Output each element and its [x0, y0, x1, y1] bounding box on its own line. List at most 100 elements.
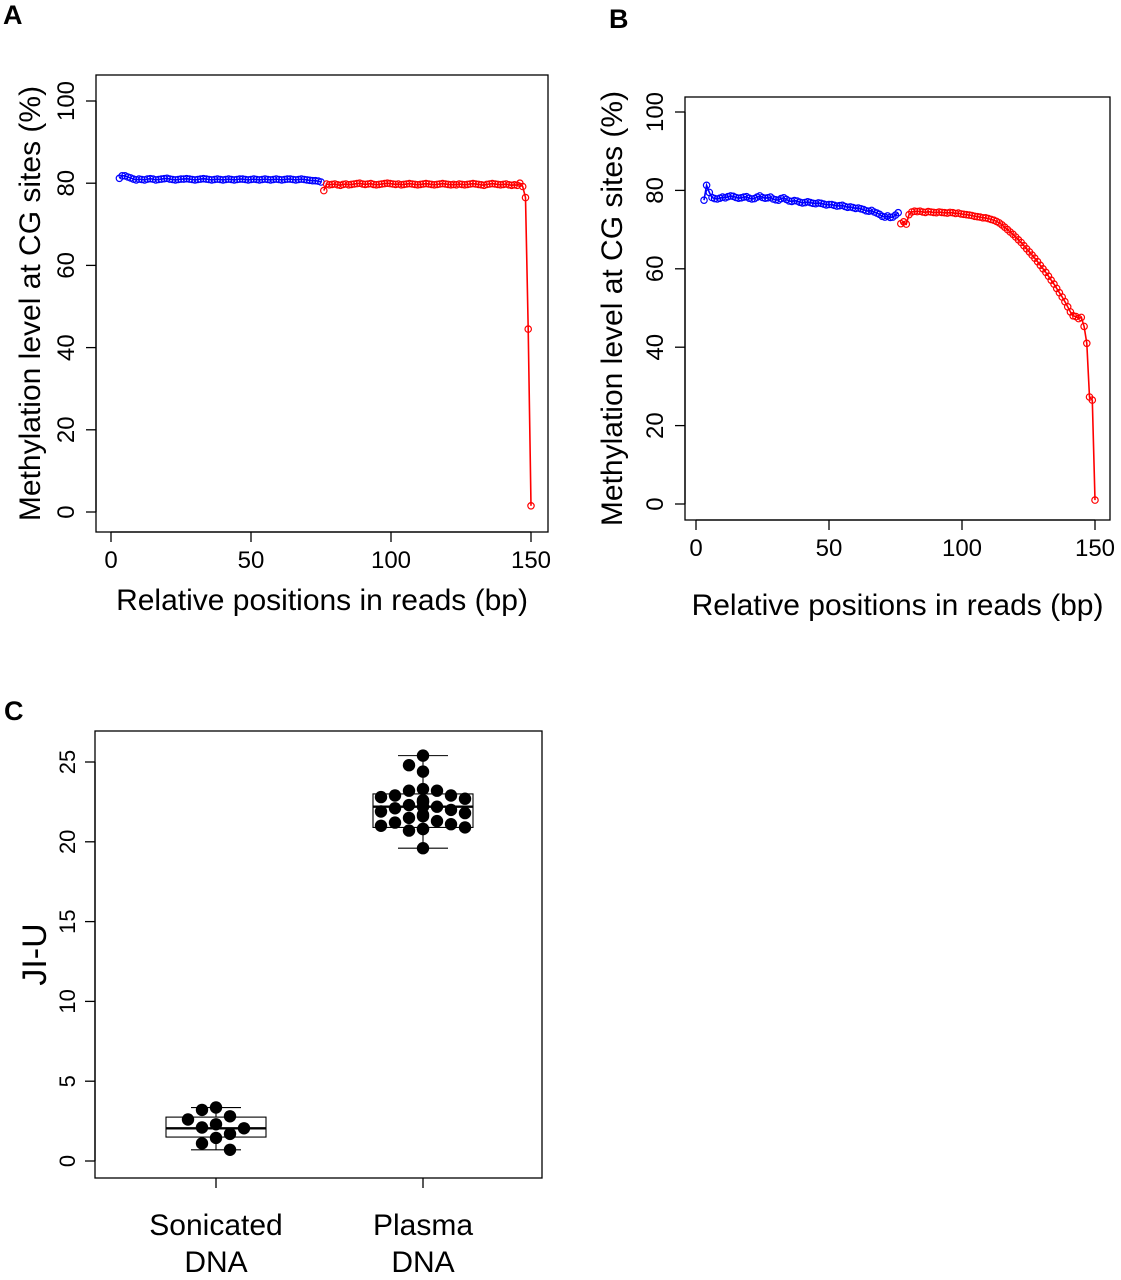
data-point [910, 207, 919, 216]
data-point [809, 199, 817, 208]
data-point [377, 180, 386, 188]
data-point [402, 784, 416, 797]
data-point [419, 180, 428, 188]
data-point [191, 176, 199, 184]
y-axis-label-a: Methylation level at CG sites (%) [14, 86, 47, 521]
data-point [485, 180, 494, 188]
data-point [238, 175, 247, 183]
data-point [488, 179, 497, 188]
data-point [388, 816, 402, 829]
data-point [940, 208, 949, 217]
data-point [263, 175, 272, 184]
panel-letter-c: C [4, 696, 24, 726]
data-point [416, 749, 430, 762]
data-point [244, 176, 253, 184]
data-point [389, 180, 397, 188]
data-point [374, 819, 388, 832]
y-tick-label: 60 [53, 252, 80, 279]
data-point [272, 175, 281, 183]
data-point [347, 180, 356, 189]
data-point [247, 175, 255, 184]
data-point [700, 196, 708, 205]
y-tick-label: 100 [53, 81, 80, 121]
data-point [825, 200, 833, 209]
data-point [269, 175, 278, 184]
data-point [222, 175, 230, 184]
data-point [1077, 313, 1086, 322]
data-point [979, 214, 987, 222]
data-point [430, 814, 444, 828]
x-tick-label: 0 [104, 547, 117, 574]
data-point [224, 175, 233, 183]
data-point [227, 175, 236, 184]
data-point [469, 179, 477, 188]
data-point [416, 782, 430, 796]
data-point [388, 789, 402, 802]
data-point [182, 174, 191, 183]
data-point [449, 180, 458, 189]
data-point [946, 208, 954, 217]
data-point [339, 180, 347, 189]
data-point [386, 179, 394, 188]
data-point [308, 176, 317, 185]
data-point [303, 176, 311, 184]
data-point [380, 179, 389, 188]
data-point [195, 1137, 209, 1150]
data-point [1083, 339, 1091, 348]
data-point [294, 175, 303, 184]
y-tick-label: 100 [642, 92, 669, 132]
data-point [372, 181, 381, 189]
data-point [1091, 496, 1099, 504]
data-point [822, 201, 831, 209]
data-point [471, 180, 480, 188]
x-tick-label: 150 [1075, 535, 1115, 562]
data-point [482, 180, 491, 189]
data-point [430, 784, 444, 797]
data-point [350, 180, 359, 188]
data-point [496, 181, 505, 189]
data-point [402, 759, 416, 772]
data-point [402, 180, 411, 188]
data-point [391, 180, 400, 189]
data-point [913, 207, 922, 216]
data-point [444, 180, 452, 189]
y-tick-label: 10 [55, 989, 80, 1013]
data-point [411, 180, 419, 189]
data-point [252, 175, 261, 184]
data-point [199, 174, 208, 183]
data-point [397, 181, 406, 189]
data-point [935, 208, 943, 216]
data-point [416, 765, 430, 778]
series-group-a [115, 172, 535, 510]
data-point [493, 180, 502, 189]
data-point [927, 208, 935, 216]
x-tick-label: 100 [942, 535, 982, 562]
data-point [283, 175, 292, 183]
y-tick-label: 0 [55, 1155, 80, 1167]
data-point [388, 802, 402, 815]
data-point [416, 180, 425, 189]
data-point [402, 811, 416, 825]
data-point [726, 192, 735, 200]
x-axis-label-b: Relative positions in reads (bp) [692, 589, 1104, 622]
data-point [444, 818, 458, 831]
data-point [237, 1122, 251, 1135]
data-point [236, 175, 244, 183]
data-point [929, 208, 938, 217]
data-point [277, 176, 286, 184]
data-point [959, 210, 968, 219]
data-point [902, 220, 911, 228]
data-point [185, 175, 194, 183]
data-point [171, 176, 180, 184]
box-group-c [165, 749, 474, 1157]
y-tick-label: 40 [642, 334, 669, 361]
data-point [710, 194, 719, 203]
data-point [924, 207, 933, 216]
x-axis-label-a: Relative positions in reads (bp) [116, 584, 528, 617]
data-point [154, 175, 163, 184]
x-tick-label: 0 [689, 535, 702, 562]
data-point [458, 792, 472, 805]
data-point [524, 325, 533, 333]
x-axis-b: 0 50 100 150 [689, 519, 1115, 562]
data-point [325, 181, 334, 189]
